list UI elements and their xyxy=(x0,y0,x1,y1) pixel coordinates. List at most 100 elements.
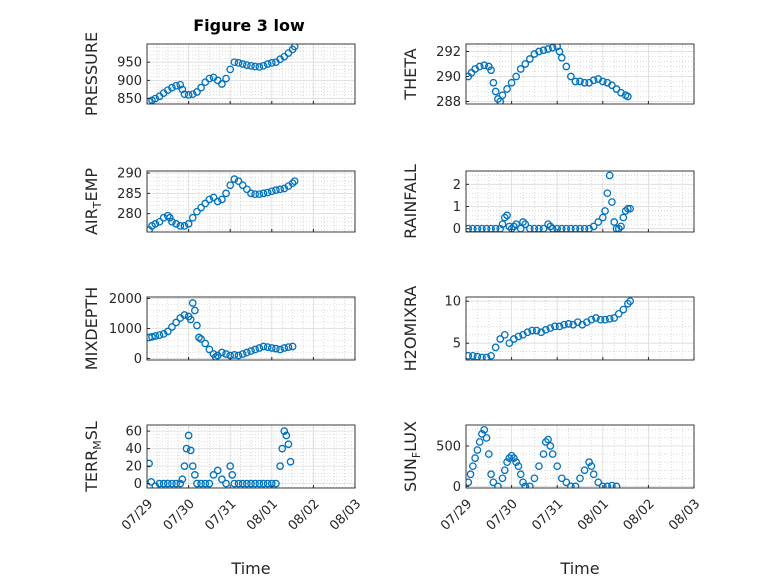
theta-data-point xyxy=(512,72,521,81)
sun_flux-x-axis-label: Time xyxy=(559,559,599,578)
sun_flux-data-point xyxy=(585,458,593,467)
pressure-data-point xyxy=(230,58,239,67)
sun_flux-data-point xyxy=(494,482,502,488)
terr_msl-data-point xyxy=(228,471,237,479)
sun_flux-data-point xyxy=(535,462,543,471)
sun_flux-data-point xyxy=(557,474,566,483)
terr_msl-data-point xyxy=(230,479,239,488)
pressure-data-point xyxy=(180,90,189,99)
air_temp-data-point xyxy=(201,199,210,208)
sun_flux-data-point xyxy=(612,482,621,488)
h2omixra-data-point xyxy=(505,339,514,348)
sun_flux-data-point xyxy=(548,450,557,458)
terr_msl-data-point xyxy=(251,479,260,488)
sun_flux-y-axis-label: SUNFLUX xyxy=(401,421,423,492)
mixdepth-data-point xyxy=(255,344,264,352)
h2omixra-plot-area xyxy=(466,297,694,360)
theta-data-point xyxy=(571,77,580,86)
mixdepth-data-point xyxy=(288,342,297,351)
rainfall-data-point xyxy=(510,222,518,231)
terr_msl-x-axis-label: Time xyxy=(230,559,270,578)
sun_flux-data-point xyxy=(539,450,548,458)
terr_msl-data-point xyxy=(186,446,195,455)
theta-data-point xyxy=(589,76,598,85)
chart-sun_flux: 0 500 07/29 07/30 07/31 08/01 08/02 08/03 SUNFLU… xyxy=(401,421,703,578)
h2omixra-axes-box xyxy=(465,296,695,361)
air_temp-series xyxy=(147,175,299,232)
air_temp-data-point xyxy=(205,195,214,204)
rainfall-data-point xyxy=(598,213,607,222)
terr_msl-data-point xyxy=(282,431,291,440)
air_temp-data-point xyxy=(276,185,284,194)
theta-ytick-label: 288 xyxy=(436,95,461,110)
terr_msl-data-point xyxy=(182,444,191,453)
mixdepth-data-point xyxy=(222,350,230,358)
rainfall-data-point xyxy=(498,220,507,229)
air_temp-data-point xyxy=(234,177,243,186)
rainfall-y-axis-label: RAINFALL xyxy=(401,164,420,239)
pressure-data-point xyxy=(259,61,268,70)
sun_flux-data-point xyxy=(468,462,477,471)
sun_flux-data-point xyxy=(587,462,596,471)
sun_flux-data-point xyxy=(541,438,550,446)
pressure-data-point xyxy=(168,83,176,92)
theta-data-point xyxy=(567,72,575,81)
air_temp-data-point xyxy=(209,193,218,202)
theta-data-point xyxy=(535,47,543,56)
mixdepth-series xyxy=(147,299,297,360)
terr_msl-data-point xyxy=(278,444,287,453)
rainfall-ytick-label: 0 xyxy=(453,222,461,237)
terr_msl-axes-box xyxy=(146,424,356,489)
mixdepth-data-point xyxy=(163,327,172,336)
terr_msl-data-point xyxy=(197,479,205,488)
rainfall-data-point xyxy=(601,207,609,215)
terr_msl-data-point xyxy=(172,479,180,488)
mixdepth-data-point xyxy=(190,306,199,315)
mixdepth-data-point xyxy=(151,332,160,340)
air_temp-y-axis-label: AIRTEMP xyxy=(82,168,104,235)
rainfall-axes-box xyxy=(465,170,695,233)
sun_flux-data-point xyxy=(503,458,511,467)
h2omixra-ytick-label: 10 xyxy=(444,295,461,310)
h2omixra-data-point xyxy=(532,326,541,335)
theta-data-point xyxy=(516,65,525,73)
terr_msl-data-point xyxy=(259,479,268,488)
terr_msl-xtick-label: 07/30 xyxy=(161,497,198,534)
sun_flux-xtick-label: 07/30 xyxy=(484,497,521,534)
theta-data-point xyxy=(498,91,507,100)
air_temp-data-point xyxy=(222,189,230,198)
pressure-data-point xyxy=(188,90,197,99)
sun_flux-plot-area xyxy=(466,425,694,488)
sun_flux-data-point xyxy=(546,442,555,450)
pressure-data-point xyxy=(172,81,180,90)
sun_flux-data-point xyxy=(475,438,484,446)
terr_msl-data-point xyxy=(276,462,284,470)
h2omixra-data-point xyxy=(555,322,564,331)
terr_msl-data-point xyxy=(234,479,243,488)
sun_flux-data-point xyxy=(487,470,495,479)
air_temp-data-point xyxy=(226,181,235,190)
sun_flux-data-point xyxy=(589,470,598,479)
sun_flux-data-point xyxy=(500,466,509,475)
terr_msl-data-point xyxy=(190,471,199,479)
sun_flux-data-point xyxy=(571,482,580,488)
h2omixra-data-point xyxy=(605,314,614,323)
pressure-data-point xyxy=(226,65,235,74)
chart-h2omixra: 5 10 H2OMIXRA xyxy=(401,286,695,371)
pressure-data-point xyxy=(242,61,251,69)
sun_flux-data-point xyxy=(530,474,539,483)
mixdepth-ytick-label: 0 xyxy=(134,352,142,367)
pressure-axes-box xyxy=(146,43,356,105)
terr_msl-xtick-label: 08/02 xyxy=(286,497,323,534)
terr_msl-xtick-label: 07/31 xyxy=(202,497,239,534)
sun_flux-xtick-label: 07/29 xyxy=(438,497,475,534)
theta-data-point xyxy=(539,46,548,55)
mixdepth-data-point xyxy=(267,344,276,352)
air_temp-data-point xyxy=(193,207,201,216)
sun_flux-data-point xyxy=(608,481,616,488)
mixdepth-data-point xyxy=(172,318,180,327)
terr_msl-data-point xyxy=(205,479,214,488)
theta-data-point xyxy=(503,85,511,93)
rainfall-data-point xyxy=(521,220,530,229)
pressure-data-point xyxy=(193,88,201,96)
